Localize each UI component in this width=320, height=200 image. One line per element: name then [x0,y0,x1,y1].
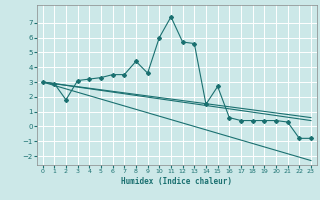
X-axis label: Humidex (Indice chaleur): Humidex (Indice chaleur) [121,177,232,186]
